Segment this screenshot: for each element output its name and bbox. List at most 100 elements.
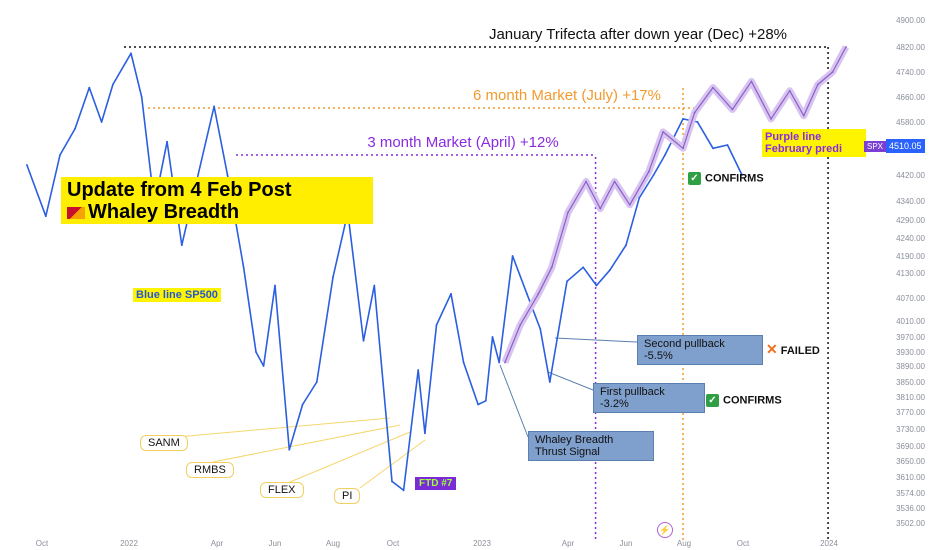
sp500-point bbox=[682, 117, 684, 120]
y-tick-label: 4580.00 bbox=[896, 118, 925, 127]
x-tick-label: Apr bbox=[211, 539, 224, 548]
y-tick-label: 4420.00 bbox=[896, 171, 925, 180]
spx-price-tag: 4510.05 bbox=[886, 139, 925, 153]
flag-icon bbox=[67, 206, 85, 219]
sp500-point bbox=[166, 140, 169, 143]
ftd-label: FTD #7 bbox=[415, 477, 457, 490]
sp500-point bbox=[526, 292, 528, 295]
blue-line-legend: Blue line SP500 bbox=[133, 288, 221, 302]
y-tick-label: 3610.00 bbox=[896, 473, 925, 482]
sp500-point bbox=[625, 244, 627, 247]
y-tick-label: 3850.00 bbox=[896, 378, 925, 387]
sp500-point bbox=[435, 324, 438, 326]
sp500-point bbox=[100, 121, 103, 123]
series-group bbox=[25, 45, 850, 492]
sp500-point bbox=[511, 255, 514, 257]
flash-icon[interactable]: ⚡ bbox=[657, 522, 673, 538]
y-tick-label: 4290.00 bbox=[896, 216, 925, 225]
sp500-point bbox=[213, 105, 215, 108]
sp500-point bbox=[450, 292, 452, 295]
y-tick-label: 3770.00 bbox=[896, 408, 925, 417]
y-tick-label: 3810.00 bbox=[896, 393, 925, 402]
sp500-point bbox=[332, 276, 334, 279]
connector-line bbox=[165, 417, 391, 439]
sp500-point bbox=[477, 403, 480, 406]
y-tick-label: 4820.00 bbox=[896, 43, 925, 52]
sp500-point bbox=[484, 399, 487, 402]
callout-pointer bbox=[547, 371, 594, 391]
ticker-connectors bbox=[165, 337, 638, 489]
prediction-point bbox=[788, 89, 791, 92]
prediction-point bbox=[585, 180, 587, 183]
prediction-point bbox=[613, 180, 616, 183]
sp500-point bbox=[140, 96, 143, 98]
sp500-point bbox=[652, 174, 655, 176]
sp500-point bbox=[88, 86, 91, 89]
y-axis: 4900.00 4820.00 4740.00 4660.00 4580.00 4420.… bbox=[896, 16, 925, 528]
prediction-point bbox=[816, 83, 819, 86]
y-tick-label: 3890.00 bbox=[896, 362, 925, 371]
prediction-point bbox=[731, 108, 734, 111]
sp500-point bbox=[664, 154, 666, 156]
purple-line-legend: Purple line February predi bbox=[762, 129, 866, 157]
sp500-point bbox=[566, 280, 568, 283]
connector-line bbox=[289, 431, 411, 483]
x-axis: Oct 2022 Apr Jun Aug Oct 2023 Apr Jun Aug Oct 2024 bbox=[36, 539, 839, 548]
prediction-line bbox=[504, 46, 847, 363]
level-labels: January Trifecta after down year (Dec) +… bbox=[367, 26, 787, 151]
failed-status: ✕ FAILED bbox=[766, 341, 820, 357]
sp500-point bbox=[462, 361, 465, 364]
sp500-point bbox=[741, 174, 743, 176]
x-tick-label: Apr bbox=[562, 539, 575, 548]
sp500-point bbox=[288, 448, 291, 451]
ticker-label: RMBS bbox=[186, 462, 234, 478]
connector-line bbox=[359, 439, 426, 489]
y-tick-label: 3690.00 bbox=[896, 442, 925, 451]
sp500-point bbox=[539, 328, 542, 330]
sp500-point bbox=[491, 336, 494, 338]
sp500-point bbox=[112, 83, 114, 86]
level-label: 6 month Market (July) +17% bbox=[473, 87, 661, 104]
x-tick-label: Jun bbox=[269, 539, 282, 548]
check-icon: ✓ bbox=[688, 172, 701, 185]
sp500-point bbox=[180, 244, 183, 247]
connector-line bbox=[212, 424, 401, 463]
sp500-point bbox=[274, 284, 276, 287]
prediction-point bbox=[662, 130, 664, 133]
callout-pointer bbox=[554, 337, 638, 343]
prediction-point bbox=[750, 80, 753, 83]
sp500-point bbox=[391, 480, 393, 483]
whaley-breadth-callout: Whaley Breadth Thrust Signal bbox=[528, 431, 654, 461]
x-tick-label: Aug bbox=[326, 539, 340, 548]
sp500-point bbox=[226, 174, 229, 176]
y-tick-label: 4070.00 bbox=[896, 294, 925, 303]
ticker-label: SANM bbox=[140, 435, 188, 451]
prediction-point bbox=[537, 292, 540, 295]
y-tick-label: 4190.00 bbox=[896, 252, 925, 261]
confirms-status: ✓ CONFIRMS bbox=[706, 394, 782, 407]
prediction-point bbox=[599, 207, 602, 210]
y-tick-label: 3970.00 bbox=[896, 333, 925, 342]
prediction-point bbox=[519, 324, 522, 326]
level-label: January Trifecta after down year (Dec) +… bbox=[489, 26, 787, 43]
x-tick-label: 2022 bbox=[120, 539, 138, 548]
title-banner: Update from 4 Feb Post Whaley Breadth bbox=[61, 177, 373, 224]
sp500-point bbox=[255, 351, 257, 353]
sp500-point bbox=[301, 403, 304, 406]
x-tick-label: Oct bbox=[36, 539, 49, 548]
sp500-point bbox=[424, 432, 426, 435]
sp500-point bbox=[417, 369, 420, 371]
y-tick-label: 4660.00 bbox=[896, 93, 925, 102]
chart-title: Update from 4 Feb Post bbox=[67, 179, 292, 201]
sp500-point bbox=[726, 144, 729, 146]
y-tick-label: 4240.00 bbox=[896, 234, 925, 243]
x-tick-label: 2024 bbox=[820, 539, 838, 548]
x-tick-label: 2023 bbox=[473, 539, 491, 548]
sp500-point bbox=[498, 361, 501, 364]
sp500-point bbox=[242, 266, 245, 269]
prediction-point bbox=[845, 46, 847, 48]
y-tick-label: 4900.00 bbox=[896, 16, 925, 25]
y-tick-label: 4740.00 bbox=[896, 68, 925, 77]
prediction-point bbox=[567, 211, 569, 214]
x-tick-label: Oct bbox=[387, 539, 400, 548]
